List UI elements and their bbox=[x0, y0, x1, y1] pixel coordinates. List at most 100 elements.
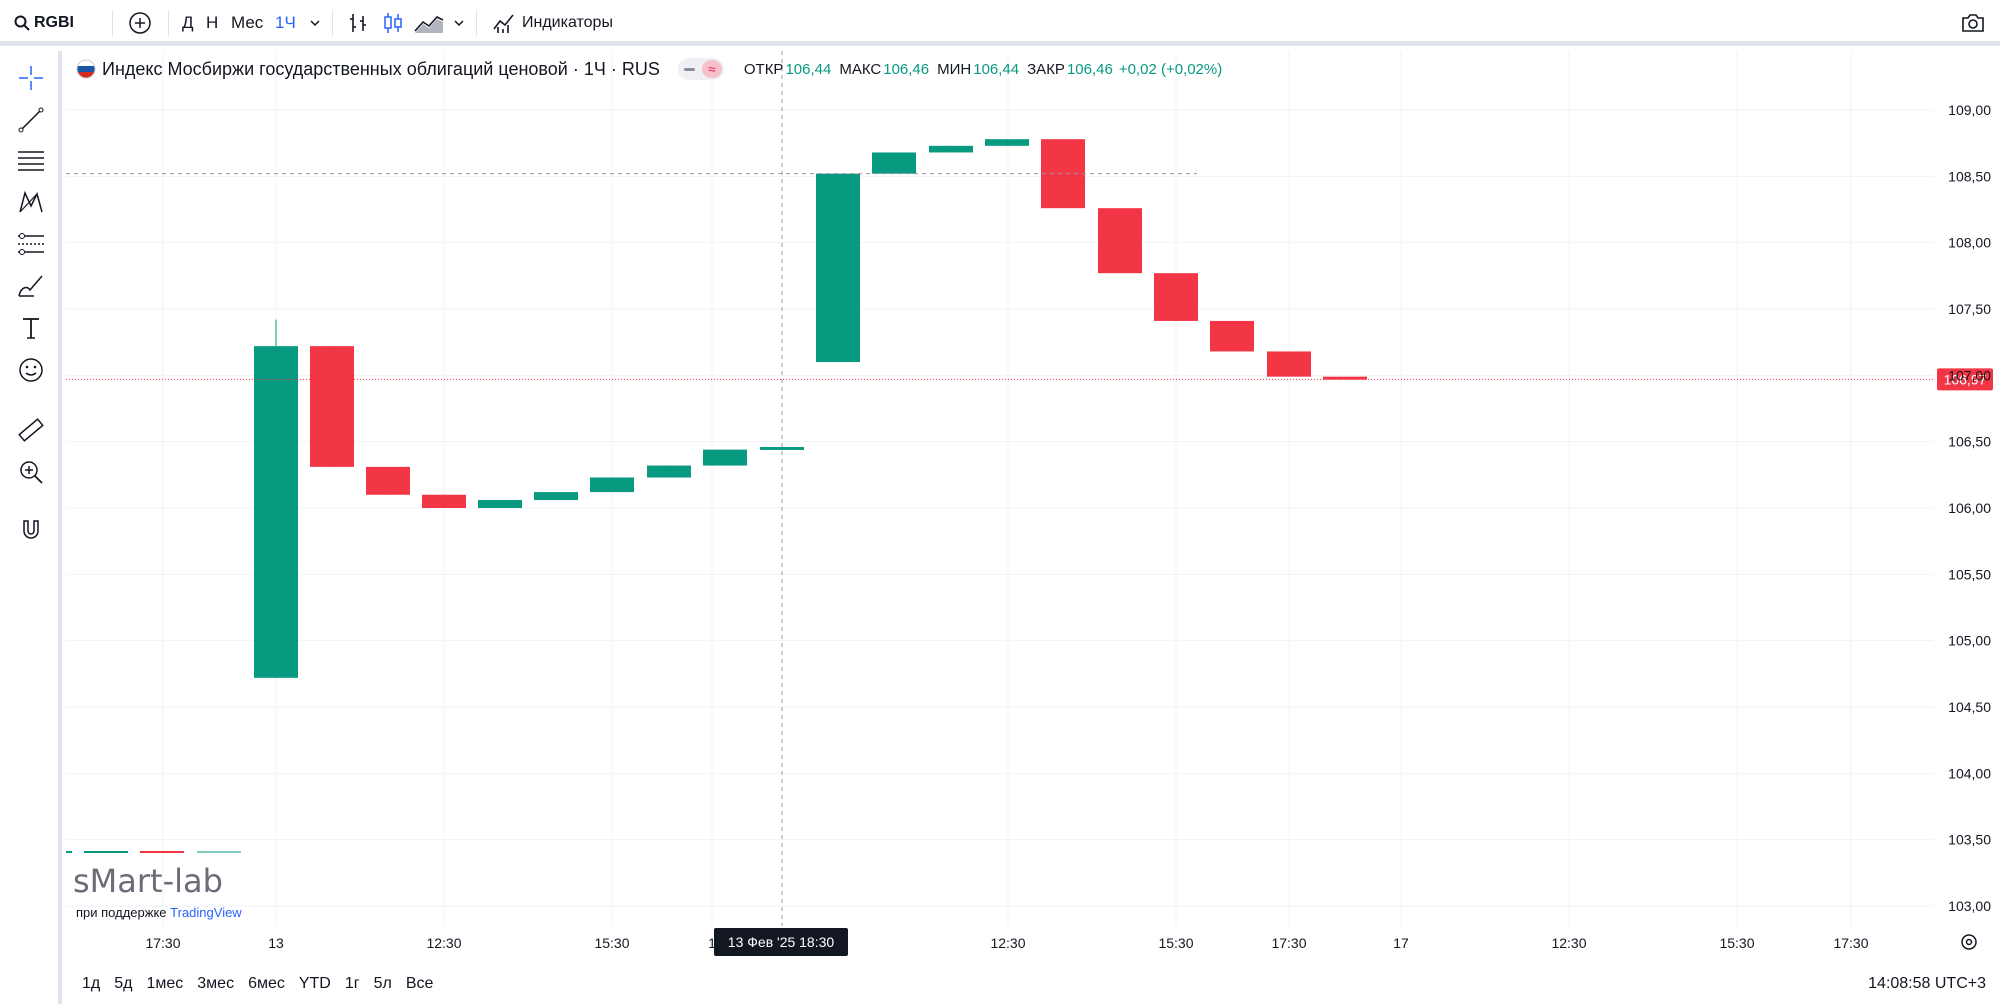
pattern-tool[interactable] bbox=[14, 185, 48, 219]
range-1y[interactable]: 1г bbox=[344, 975, 360, 992]
y-tick-label: 109,00 bbox=[1948, 102, 1991, 118]
candle-body bbox=[254, 346, 298, 678]
gear-hub bbox=[1965, 938, 1973, 946]
candle-body bbox=[1041, 139, 1085, 209]
y-tick-label: 104,00 bbox=[1948, 765, 1991, 781]
interval-w[interactable]: Н bbox=[206, 0, 218, 46]
candle bbox=[478, 500, 522, 508]
crosshair-time-badge bbox=[714, 928, 848, 956]
range-ytd[interactable]: YTD bbox=[298, 975, 331, 992]
candle-body bbox=[1267, 351, 1311, 377]
candle bbox=[760, 446, 804, 450]
magnet-tool[interactable] bbox=[14, 514, 48, 548]
bar-style-button[interactable] bbox=[348, 0, 370, 46]
minus-icon bbox=[683, 68, 695, 71]
candle-body bbox=[1098, 208, 1142, 274]
russia-flag-icon bbox=[76, 59, 96, 79]
emoji-tool[interactable] bbox=[14, 353, 48, 387]
prediction-tool[interactable] bbox=[14, 227, 48, 261]
low-label: МИН bbox=[937, 60, 972, 78]
interval-d[interactable]: Д bbox=[182, 0, 194, 46]
candle-body bbox=[872, 152, 916, 174]
divider bbox=[476, 10, 477, 36]
candles-style-button[interactable] bbox=[382, 0, 404, 46]
crosshair-time-label: 13 Фев '25 18:30 bbox=[728, 934, 835, 950]
legend-title: Индекс Мосбиржи государственных облигаци… bbox=[102, 58, 660, 79]
range-all[interactable]: Все bbox=[405, 975, 434, 992]
candle bbox=[1041, 139, 1085, 209]
indicators-label: Индикаторы bbox=[522, 14, 613, 31]
interval-m-label: Мес bbox=[231, 13, 264, 32]
interval-dropdown[interactable] bbox=[309, 0, 321, 46]
y-tick-label: 105,50 bbox=[1948, 566, 1991, 582]
candle bbox=[929, 145, 973, 153]
zoom-in-icon bbox=[20, 461, 43, 484]
range-1d[interactable]: 1д bbox=[82, 975, 101, 992]
range-3m[interactable]: 3мес bbox=[197, 975, 235, 992]
x-tick-label: 15:30 bbox=[594, 935, 629, 951]
candle-body bbox=[534, 492, 578, 501]
ruler-tool[interactable] bbox=[14, 413, 48, 447]
indicators-button[interactable]: Индикаторы bbox=[492, 0, 613, 46]
range-1m[interactable]: 1мес bbox=[146, 975, 184, 992]
range-5y[interactable]: 5л bbox=[373, 975, 392, 992]
y-tick-label: 108,00 bbox=[1948, 235, 1991, 251]
crosshair-tool[interactable] bbox=[14, 61, 48, 95]
clock[interactable]: 14:08:58 UTC+3 bbox=[1868, 975, 1986, 992]
tradingview-link[interactable]: TradingView bbox=[170, 905, 242, 920]
smiley-icon bbox=[19, 358, 43, 382]
support-text: при поддержке TradingView bbox=[76, 905, 242, 920]
high-label: МАКС bbox=[839, 60, 882, 78]
symbol-search-button[interactable]: RGBI bbox=[14, 0, 74, 46]
candle bbox=[1098, 208, 1142, 274]
crosshair-icon bbox=[19, 66, 43, 90]
candle-body bbox=[760, 446, 804, 450]
smartlab-logo: sMart-lab bbox=[73, 862, 223, 900]
candle bbox=[985, 139, 1029, 146]
text-icon bbox=[23, 318, 39, 339]
y-tick-label: 108,50 bbox=[1948, 168, 1991, 184]
range-6m[interactable]: 6мес bbox=[248, 975, 285, 992]
y-tick-label: 106,00 bbox=[1948, 500, 1991, 516]
range-5d[interactable]: 5д bbox=[114, 975, 133, 992]
gear-ring bbox=[1961, 934, 1977, 950]
candle-body bbox=[647, 465, 691, 478]
screenshot-button[interactable] bbox=[1960, 0, 1986, 46]
y-tick-label: 104,50 bbox=[1948, 699, 1991, 715]
x-tick-label: 17:30 bbox=[145, 935, 180, 951]
trend-line-icon bbox=[18, 107, 44, 133]
chevron-down-icon bbox=[310, 20, 320, 27]
candle bbox=[310, 346, 354, 467]
interval-m[interactable]: Мес bbox=[231, 0, 263, 46]
fib-tool[interactable] bbox=[14, 144, 48, 178]
candle-body bbox=[366, 466, 410, 495]
candle-body bbox=[703, 449, 747, 466]
text-tool[interactable] bbox=[14, 311, 48, 345]
area-style-button[interactable] bbox=[414, 0, 444, 46]
search-icon bbox=[14, 15, 30, 31]
open-label: ОТКР bbox=[743, 60, 784, 78]
candle-body bbox=[590, 477, 634, 493]
candle bbox=[816, 173, 860, 363]
trend-line-tool[interactable] bbox=[14, 103, 48, 137]
settings-gear-icon[interactable] bbox=[1961, 934, 1977, 950]
divider bbox=[332, 10, 333, 36]
x-tick-label: 12:30 bbox=[426, 935, 461, 951]
y-tick-label: 107,50 bbox=[1948, 301, 1991, 317]
legend-toggle[interactable]: ≈ bbox=[677, 58, 724, 80]
brush-tool[interactable] bbox=[14, 269, 48, 303]
zoom-tool[interactable] bbox=[14, 455, 48, 489]
divider bbox=[112, 10, 113, 36]
compare-button[interactable] bbox=[128, 0, 152, 46]
x-tick-label: 12:30 bbox=[1551, 935, 1586, 951]
style-dropdown[interactable] bbox=[453, 0, 465, 46]
y-tick-label: 103,50 bbox=[1948, 832, 1991, 848]
candle-body bbox=[422, 494, 466, 508]
interval-1h[interactable]: 1Ч bbox=[275, 0, 296, 46]
top-toolbar: RGBI Д Н Мес 1Ч Индикаторы bbox=[0, 0, 2000, 46]
divider bbox=[168, 10, 169, 36]
candle-body bbox=[816, 173, 860, 363]
interval-1h-label: 1Ч bbox=[275, 13, 296, 32]
low-value: 106,44 bbox=[973, 60, 1020, 78]
